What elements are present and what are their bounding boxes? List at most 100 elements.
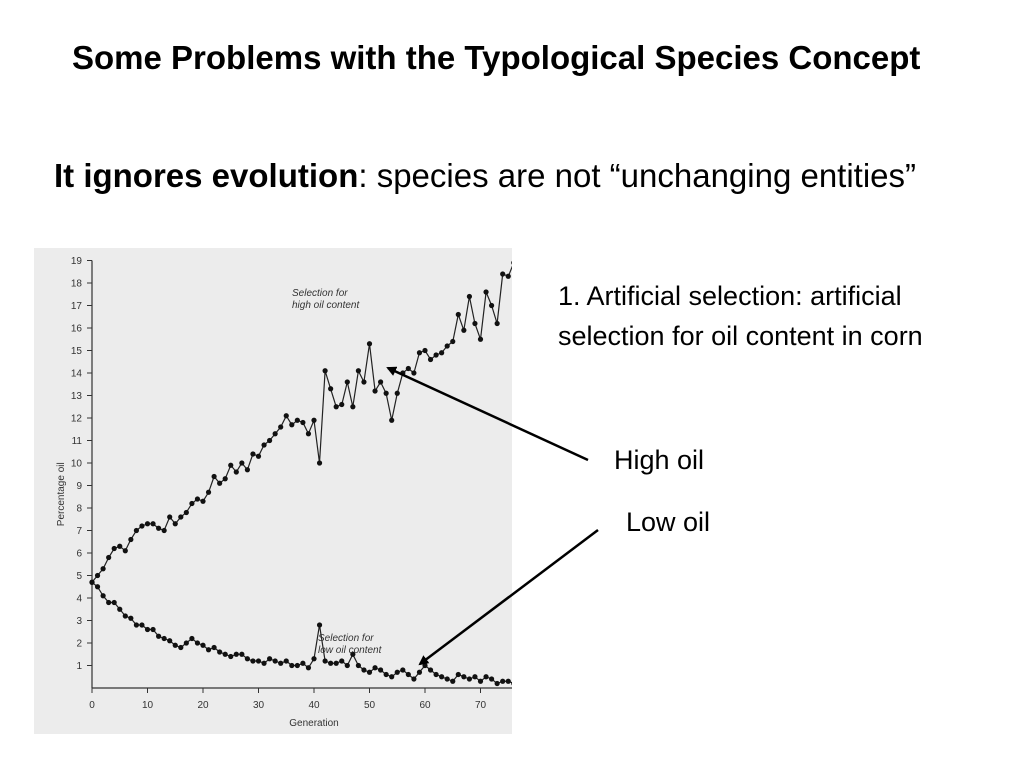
data-point-high xyxy=(422,347,428,354)
data-point-low xyxy=(200,642,206,648)
x-tick-label: 60 xyxy=(419,700,431,711)
data-point-low xyxy=(411,676,417,682)
data-point-high xyxy=(372,388,378,394)
data-point-high xyxy=(122,548,128,554)
subtitle-emphasis: It ignores evolution xyxy=(54,157,359,194)
data-point-low xyxy=(222,651,228,657)
data-point-high xyxy=(278,424,284,430)
data-point-low xyxy=(117,606,123,612)
data-point-low xyxy=(250,658,256,664)
data-point-low xyxy=(394,669,400,675)
data-point-high xyxy=(144,521,151,527)
data-point-low xyxy=(427,667,434,673)
data-point-high xyxy=(500,271,506,277)
data-point-low xyxy=(239,651,245,657)
data-point-low xyxy=(111,599,117,606)
data-point-high xyxy=(427,356,434,363)
y-tick-label: 18 xyxy=(71,279,83,290)
data-point-low xyxy=(289,662,295,669)
data-point-high xyxy=(167,514,173,520)
data-point-high xyxy=(244,467,250,473)
data-point-low xyxy=(472,674,478,680)
subtitle-text: : species are not “unchanging entities” xyxy=(358,157,917,194)
data-point-high xyxy=(255,453,262,459)
data-point-low xyxy=(267,656,273,662)
x-tick-label: 70 xyxy=(475,700,487,711)
data-point-high xyxy=(455,311,461,318)
y-tick-label: 2 xyxy=(76,639,82,650)
data-point-high xyxy=(128,536,134,543)
data-point-low xyxy=(272,658,278,664)
data-point-high xyxy=(322,368,328,374)
data-point-high xyxy=(294,417,300,423)
data-point-high xyxy=(283,413,289,419)
data-point-low xyxy=(378,667,384,673)
tick-labels: 0102030405060708012345678910111213141516… xyxy=(56,256,487,729)
data-point-high xyxy=(300,419,306,426)
data-point-low xyxy=(500,678,506,684)
data-point-low xyxy=(389,674,395,680)
data-point-low xyxy=(511,681,512,686)
data-point-high xyxy=(100,566,106,572)
data-point-low xyxy=(183,640,189,646)
callout-low-oil: Low oil xyxy=(626,507,711,537)
y-tick-label: 16 xyxy=(71,324,83,335)
data-point-high xyxy=(411,370,417,376)
data-point-low xyxy=(328,660,334,666)
data-point-high xyxy=(183,509,189,516)
data-point-high xyxy=(261,442,267,448)
data-point-low xyxy=(461,674,467,680)
data-point-high xyxy=(472,320,478,327)
y-tick-label: 17 xyxy=(71,301,83,312)
data-point-low xyxy=(261,660,267,666)
x-tick-label: 20 xyxy=(197,700,209,711)
data-point-high xyxy=(344,379,350,385)
y-tick-label: 11 xyxy=(72,436,83,447)
data-point-low xyxy=(100,593,106,599)
data-point-high xyxy=(483,289,489,295)
data-point-high xyxy=(366,341,373,347)
data-point-low xyxy=(294,662,300,669)
data-point-low xyxy=(233,651,239,657)
data-point-low xyxy=(128,615,134,621)
data-point-high xyxy=(383,390,389,396)
data-point-high xyxy=(194,496,201,502)
data-point-high xyxy=(233,469,239,475)
callout-high-oil: High oil xyxy=(614,445,705,475)
y-axis-label: Percentage oil xyxy=(56,462,67,526)
x-tick-label: 40 xyxy=(308,700,320,711)
data-point-low xyxy=(311,656,317,662)
data-point-low xyxy=(300,660,306,666)
data-point-high xyxy=(117,543,123,549)
data-point-low xyxy=(283,658,289,664)
data-point-low xyxy=(366,669,373,675)
y-tick-label: 4 xyxy=(76,594,82,605)
x-tick-label: 30 xyxy=(253,700,265,711)
data-point-high xyxy=(450,338,456,345)
data-point-low xyxy=(439,674,445,680)
data-point-low xyxy=(150,626,156,633)
data-point-high xyxy=(466,293,472,300)
y-tick-label: 14 xyxy=(71,369,83,380)
data-point-low xyxy=(194,640,201,646)
data-point-high xyxy=(394,390,400,396)
data-point-high xyxy=(333,404,339,410)
y-tick-label: 10 xyxy=(71,459,83,470)
annotation-low-line1: Selection for xyxy=(318,633,374,644)
annotation-high-line2: high oil content xyxy=(292,300,360,311)
data-point-high xyxy=(156,525,162,531)
data-point-low xyxy=(350,651,356,657)
data-point-high xyxy=(272,431,278,437)
data-point-low xyxy=(450,678,456,684)
data-point-high xyxy=(339,401,345,408)
axes xyxy=(87,260,512,693)
data-point-low xyxy=(483,674,489,680)
data-point-low xyxy=(122,613,128,619)
data-point-low xyxy=(422,662,428,669)
data-point-high xyxy=(133,527,139,534)
data-point-high xyxy=(205,489,212,495)
data-point-high xyxy=(189,500,195,507)
data-point-low xyxy=(400,667,406,673)
data-point-low xyxy=(489,676,495,682)
